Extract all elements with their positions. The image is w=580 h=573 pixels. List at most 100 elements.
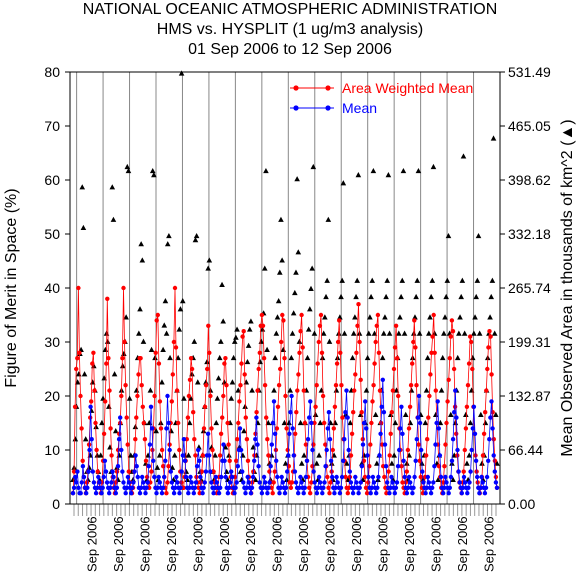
mean-point [119, 447, 124, 453]
mean-point [115, 464, 121, 469]
awm-point [200, 453, 206, 458]
awm-point [375, 312, 381, 318]
y2-tick-label: 398.62 [508, 172, 551, 188]
legend-mean-marker [293, 105, 299, 111]
awm-point [234, 458, 239, 463]
mean-point [472, 431, 478, 436]
area-marker [391, 452, 397, 458]
legend-awm-marker [325, 85, 331, 91]
awm-point [154, 318, 159, 323]
mean-point [318, 480, 323, 485]
area-marker [380, 330, 387, 336]
awm-point [77, 350, 82, 355]
awm-point [449, 318, 455, 323]
area-marker [364, 354, 371, 361]
mean-point [254, 415, 259, 420]
area-marker [482, 419, 489, 426]
mean-point [186, 491, 191, 496]
area-marker [273, 330, 280, 336]
area-marker [136, 330, 142, 336]
awm-point [79, 426, 84, 431]
area-marker [469, 354, 476, 361]
area-marker [463, 411, 469, 417]
area-marker [305, 326, 312, 332]
awm-point [71, 469, 77, 474]
mean-point [250, 474, 256, 480]
area-marker [160, 346, 166, 352]
mean-point [296, 491, 301, 496]
mean-point [394, 480, 400, 485]
awm-point [389, 410, 394, 415]
mean-point [270, 420, 276, 426]
mean-point [406, 474, 412, 480]
mean-point [164, 426, 169, 431]
mean-point [347, 469, 352, 474]
awm-point [359, 410, 364, 415]
area-marker [308, 285, 314, 292]
x-tick-label: Sep 2006 [270, 516, 285, 572]
mean-point [419, 447, 424, 453]
mean-point [113, 491, 119, 496]
area-marker [186, 419, 193, 426]
mean-point [151, 458, 156, 463]
mean-point [213, 474, 218, 480]
mean-point [70, 491, 76, 496]
awm-point [283, 393, 288, 399]
mean-series [70, 377, 500, 496]
awm-point [267, 469, 272, 474]
area-marker [70, 476, 76, 483]
mean-point [292, 469, 298, 474]
awm-point [227, 458, 232, 463]
mean-point [482, 491, 488, 496]
area-marker [175, 354, 181, 361]
y2-tick-label: 132.87 [508, 388, 551, 404]
mean-point [455, 447, 460, 453]
mean-point [330, 474, 335, 480]
mean-point [227, 480, 233, 485]
mean-point [86, 469, 91, 474]
area-marker [252, 476, 259, 483]
area-marker [164, 241, 171, 247]
area-marker [139, 257, 146, 263]
area-marker [297, 419, 304, 426]
mean-point [425, 474, 430, 480]
mean-point [85, 485, 90, 490]
awm-point [400, 480, 405, 485]
mean-point [179, 469, 184, 474]
mean-point [255, 442, 260, 447]
area-marker [223, 468, 230, 474]
mean-point [398, 426, 403, 431]
awm-point [211, 469, 216, 474]
mean-point [477, 491, 482, 496]
awm-point [279, 339, 284, 345]
area-marker [490, 135, 497, 141]
mean-point [462, 480, 468, 485]
area-marker [154, 464, 161, 470]
mean-point [109, 480, 114, 485]
awm-point [374, 323, 379, 328]
mean-point [233, 485, 238, 490]
awm-point [156, 361, 162, 366]
area-marker [192, 237, 199, 243]
area-marker [153, 428, 159, 434]
awm-point [319, 350, 325, 355]
y-tick-label: 20 [44, 388, 60, 404]
area-marker [304, 354, 311, 361]
area-marker [193, 232, 200, 239]
mean-point [289, 393, 294, 399]
mean-point [297, 485, 302, 490]
mean-point [328, 458, 334, 463]
awm-point [285, 447, 290, 453]
x-tick-label: Sep 2006 [243, 516, 258, 572]
mean-point [483, 485, 489, 490]
area-marker [235, 387, 242, 393]
awm-point [486, 345, 491, 350]
awm-point [244, 437, 250, 442]
area-marker [397, 314, 403, 320]
area-marker [220, 318, 226, 324]
area-marker [312, 411, 319, 417]
mean-point [225, 491, 231, 496]
mean-point [257, 480, 262, 485]
area-marker [289, 330, 296, 336]
area-marker [119, 363, 126, 369]
